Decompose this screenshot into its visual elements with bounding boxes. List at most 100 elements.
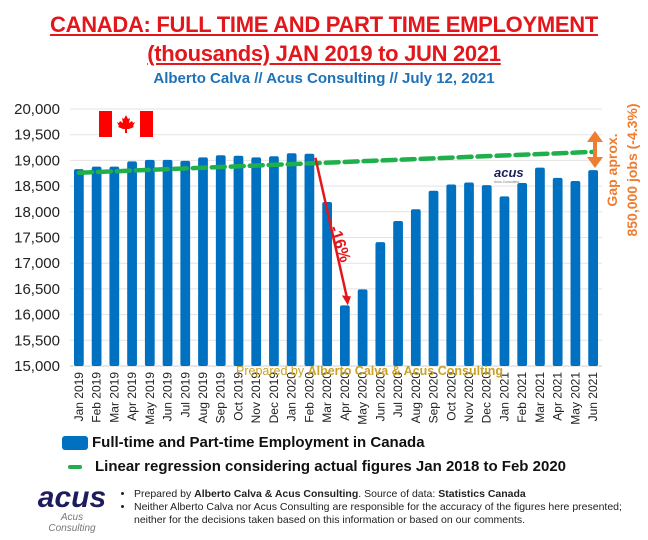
bar[interactable] <box>304 153 315 366</box>
bar[interactable] <box>517 183 528 366</box>
svg-text:850,000 jobs (-4.3%): 850,000 jobs (-4.3%) <box>624 103 640 236</box>
x-tick-label: Jan 2021 <box>497 372 511 422</box>
x-tick-label: Sep 2020 <box>427 372 441 424</box>
drop-arrow: -16% <box>314 157 353 306</box>
bar[interactable] <box>162 159 173 366</box>
chart-subtitle: Alberto Calva // Acus Consulting // July… <box>153 70 495 87</box>
gridlines <box>70 108 602 367</box>
bar[interactable] <box>464 182 474 366</box>
bar[interactable] <box>535 167 545 366</box>
bar[interactable] <box>73 169 84 366</box>
line-swatch-icon <box>68 464 82 469</box>
y-tick-label: 17,500 <box>14 230 60 247</box>
x-tick-label: Mar 2020 <box>320 372 334 423</box>
gap-label: Gap aprox. 850,000 jobs (-4.3%) <box>604 103 640 236</box>
bar[interactable] <box>393 221 403 366</box>
x-tick-label: May 2021 <box>568 372 582 425</box>
x-axis: Jan 2019 Feb 2019 Mar 2019 Apr 2019 May 2019… <box>72 372 600 425</box>
note-disclaimer: Neither Alberto Calva nor Acus Consultin… <box>134 501 648 527</box>
svg-text:Acus Consulting: Acus Consulting <box>494 180 519 184</box>
bar[interactable] <box>109 166 120 366</box>
svg-text:Gap aprox.: Gap aprox. <box>604 133 620 206</box>
bar[interactable] <box>91 166 102 366</box>
bar[interactable] <box>446 184 457 366</box>
chart-title-line1: CANADA: FULL TIME AND PART TIME EMPLOYME… <box>50 12 598 37</box>
legend-item-bars[interactable]: Full-time and Part-time Employment in Ca… <box>62 434 425 451</box>
x-tick-label: Dec 2020 <box>480 372 494 424</box>
x-tick-label: May 2020 <box>356 372 370 425</box>
bar[interactable] <box>233 155 244 366</box>
x-tick-label: Jun 2020 <box>373 372 387 422</box>
bar[interactable] <box>428 190 439 366</box>
bar[interactable] <box>588 170 599 366</box>
bar[interactable] <box>180 160 191 366</box>
logo-text: acus <box>37 481 107 514</box>
y-tick-label: 19,000 <box>14 152 60 169</box>
logo-subtext: Acus Consulting <box>48 512 96 534</box>
footer-notes: Prepared by Alberto Calva & Acus Consult… <box>120 488 648 527</box>
y-tick-label: 18,000 <box>14 204 60 221</box>
y-axis: 15,000 15,500 16,000 16,500 17,000 17,500 18,0… <box>14 101 60 375</box>
watermark: Prepared by Alberto Calva & Acus Consult… <box>236 364 503 378</box>
x-tick-label: Sep 2019 <box>214 372 228 424</box>
y-tick-label: 15,500 <box>14 332 60 349</box>
x-tick-label: Dec 2019 <box>267 372 281 424</box>
bar[interactable] <box>552 177 563 366</box>
bar[interactable] <box>499 196 510 366</box>
x-tick-label: Apr 2021 <box>551 372 565 421</box>
x-tick-label: Jul 2019 <box>178 372 192 418</box>
y-tick-label: 17,000 <box>14 255 60 272</box>
x-tick-label: Jul 2020 <box>391 372 405 418</box>
x-tick-label: Mar 2019 <box>107 372 121 423</box>
x-tick-label: Feb 2019 <box>90 372 104 423</box>
chart-logo: acus Acus Consulting <box>494 165 524 184</box>
bar[interactable] <box>357 289 368 366</box>
bar[interactable] <box>286 153 297 366</box>
bar[interactable] <box>322 202 333 366</box>
x-tick-label: Jun 2019 <box>161 372 175 422</box>
x-tick-label: May 2019 <box>143 372 157 425</box>
legend-item-line[interactable]: Linear regression considering actual fig… <box>62 458 566 475</box>
x-tick-label: Jun 2021 <box>586 372 600 422</box>
y-tick-label: 20,000 <box>14 101 60 118</box>
bar[interactable] <box>127 161 137 366</box>
x-tick-label: Aug 2019 <box>196 372 210 424</box>
x-tick-label: Oct 2019 <box>231 372 245 421</box>
x-tick-label: Nov 2019 <box>249 372 263 424</box>
y-tick-label: 19,500 <box>14 127 60 144</box>
legend-label-line: Linear regression considering actual fig… <box>95 458 567 475</box>
x-tick-label: Feb 2020 <box>302 372 316 423</box>
bar[interactable] <box>570 180 581 366</box>
gap-arrow-icon <box>587 131 603 168</box>
x-tick-label: Oct 2020 <box>444 372 458 421</box>
bar[interactable] <box>269 156 279 366</box>
x-tick-label: Nov 2020 <box>462 372 476 424</box>
x-tick-label: Mar 2021 <box>533 372 547 423</box>
x-tick-label: Aug 2020 <box>409 372 423 424</box>
bar[interactable] <box>375 242 386 366</box>
x-tick-label: Jan 2020 <box>285 372 299 422</box>
regression-line <box>76 149 596 175</box>
y-tick-label: 15,000 <box>14 358 60 375</box>
chart-title-line2: (thousands) JAN 2019 to JUN 2021 <box>147 41 501 66</box>
x-tick-label: Feb 2021 <box>515 372 529 423</box>
svg-text:acus: acus <box>494 165 524 180</box>
bar[interactable] <box>339 305 350 366</box>
bar[interactable] <box>481 185 492 366</box>
x-tick-label: Apr 2019 <box>125 372 139 421</box>
acus-logo: acus Acus Consulting <box>36 481 108 535</box>
bar[interactable] <box>410 209 421 366</box>
bar[interactable] <box>215 155 226 366</box>
y-tick-label: 18,500 <box>14 178 60 195</box>
bar[interactable] <box>144 159 155 366</box>
y-tick-label: 16,500 <box>14 281 60 298</box>
canada-flag-icon <box>99 111 153 137</box>
bar[interactable] <box>251 157 262 366</box>
y-tick-label: 16,000 <box>14 307 60 324</box>
legend-label-bars: Full-time and Part-time Employment in Ca… <box>92 434 425 451</box>
bar[interactable] <box>198 157 208 366</box>
note-source: Prepared by Alberto Calva & Acus Consult… <box>134 488 648 501</box>
bar-swatch-icon <box>62 435 88 450</box>
x-tick-label: Jan 2019 <box>72 372 86 422</box>
